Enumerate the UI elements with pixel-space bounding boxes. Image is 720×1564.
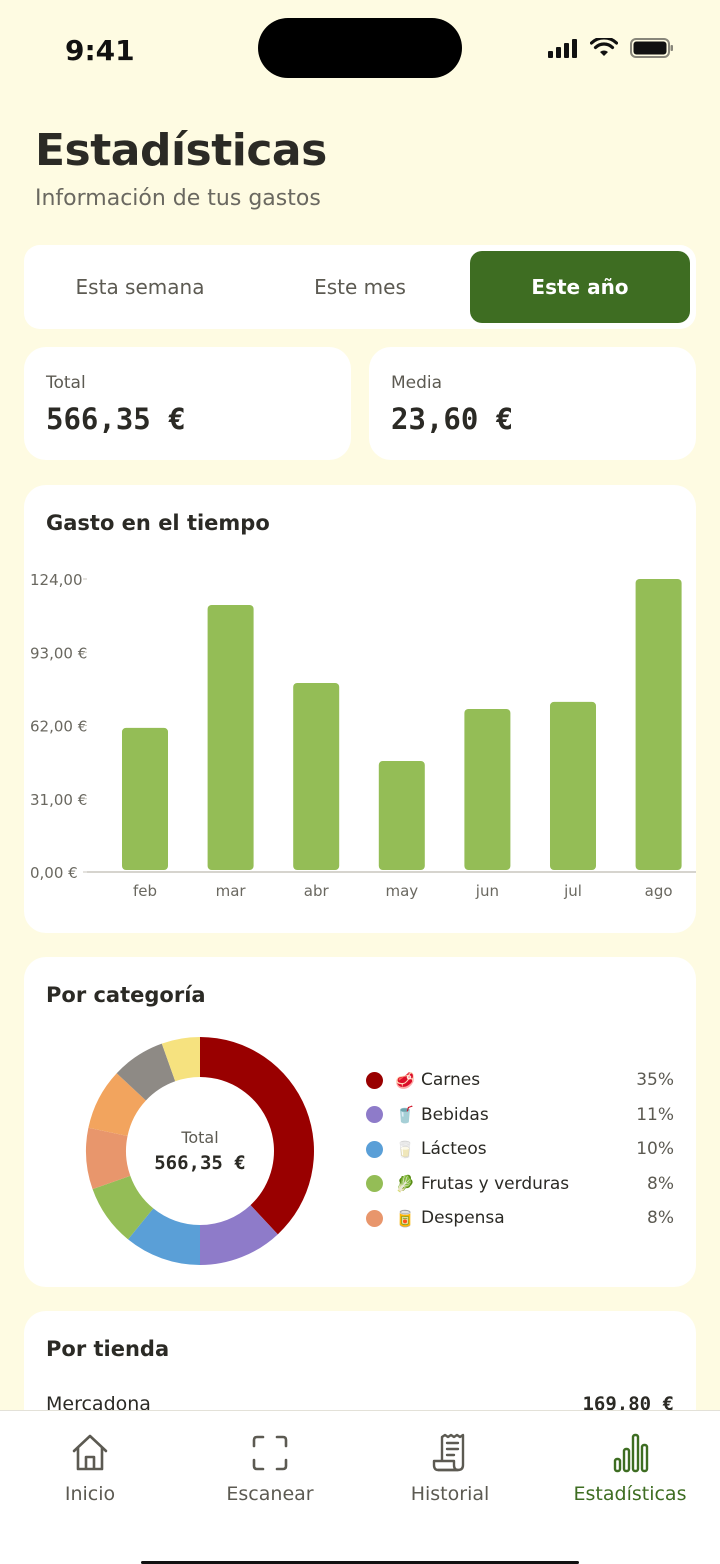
tab-label: Inicio xyxy=(64,1483,116,1505)
status-bar: 9:41 xyxy=(0,0,720,100)
bar-feb[interactable] xyxy=(122,727,168,870)
y-tick-label: 0,00 € xyxy=(30,864,78,882)
y-tick-label: 31,00 € xyxy=(30,791,87,809)
legend-label: Despensa xyxy=(421,1208,505,1229)
status-icons xyxy=(548,38,674,58)
store-amount: 169,80 € xyxy=(582,1393,674,1415)
legend-label: Lácteos xyxy=(421,1139,487,1160)
time-chart-card: Gasto en el tiempo 0,00 € 31,00 € 62,00 € 9… xyxy=(24,485,696,933)
donut-slice-3[interactable] xyxy=(92,1175,154,1240)
legend-percent: 8% xyxy=(647,1173,674,1194)
x-tick-label: jul xyxy=(563,882,582,900)
average-value: 23,60 € xyxy=(391,402,514,436)
x-tick-label: may xyxy=(385,882,418,900)
legend-label: Bebidas xyxy=(421,1104,489,1125)
bar-may[interactable] xyxy=(378,760,425,870)
tab-label: Escanear xyxy=(226,1483,314,1505)
time-chart-title: Gasto en el tiempo xyxy=(46,511,270,535)
drink-icon: 🥤 xyxy=(395,1105,415,1125)
x-tick-label: feb xyxy=(133,882,157,900)
battery-icon xyxy=(630,38,673,58)
bar-jun[interactable] xyxy=(464,708,511,870)
total-card: Total 566,35 € xyxy=(24,347,351,460)
tab-label: Estadísticas xyxy=(573,1483,687,1505)
wifi-icon xyxy=(590,38,618,56)
tab-this-month[interactable]: Este mes xyxy=(314,275,406,299)
tab-this-year[interactable]: Este año xyxy=(470,251,690,323)
tab-historial[interactable]: Historial xyxy=(360,1431,540,1505)
meat-icon: 🥩 xyxy=(395,1070,415,1090)
tab-estadisticas[interactable]: Estadísticas xyxy=(540,1431,720,1505)
legend-dot xyxy=(366,1071,383,1089)
bottom-tab-bar: Inicio Escanear Historial Estadísticas xyxy=(0,1410,720,1564)
average-card: Media 23,60 € xyxy=(369,347,696,460)
period-selector: Esta semana Este mes Este año xyxy=(24,245,696,329)
average-label: Media xyxy=(391,373,443,393)
legend-item-lacteos[interactable]: 🥛 Lácteos 10% xyxy=(366,1132,674,1167)
donut-slice-5[interactable] xyxy=(88,1073,146,1136)
x-tick-label: jun xyxy=(475,882,499,900)
category-card: Por categoría Total 566,35 € 🥩 Carnes 35… xyxy=(24,957,696,1287)
tab-label: Historial xyxy=(410,1483,490,1505)
store-title: Por tienda xyxy=(46,1337,170,1361)
legend-percent: 35% xyxy=(636,1070,674,1091)
y-tick-label: 62,00 € xyxy=(30,718,87,736)
legend-percent: 11% xyxy=(636,1104,674,1125)
legend-percent: 8% xyxy=(647,1208,674,1229)
tab-escanear[interactable]: Escanear xyxy=(180,1431,360,1505)
store-name: Mercadona xyxy=(46,1393,151,1415)
donut-slice-1[interactable] xyxy=(200,1205,278,1265)
donut-slice-6[interactable] xyxy=(116,1043,176,1101)
dynamic-island xyxy=(258,18,462,78)
milk-icon: 🥛 xyxy=(395,1139,415,1159)
legend-item-bebidas[interactable]: 🥤 Bebidas 11% xyxy=(366,1098,674,1133)
bar-chart-icon xyxy=(613,1433,649,1473)
donut-center-label: Total xyxy=(181,1128,219,1147)
total-value: 566,35 € xyxy=(46,402,186,436)
home-indicator xyxy=(141,1561,579,1564)
bar-mar[interactable] xyxy=(207,604,254,870)
page-title: Estadísticas xyxy=(35,125,327,176)
scan-icon xyxy=(252,1435,288,1471)
page-subtitle: Información de tus gastos xyxy=(35,186,321,211)
y-tick-label: 93,00 € xyxy=(30,644,87,662)
x-tick-label: ago xyxy=(645,882,673,900)
x-tick-label: mar xyxy=(216,882,247,900)
tab-inicio[interactable]: Inicio xyxy=(0,1431,180,1505)
legend-dot xyxy=(366,1175,383,1193)
total-label: Total xyxy=(46,373,86,393)
tab-this-week[interactable]: Esta semana xyxy=(75,275,205,299)
status-time: 9:41 xyxy=(65,34,135,67)
legend-item-carnes[interactable]: 🥩 Carnes 35% xyxy=(366,1063,674,1098)
donut-slice-7[interactable] xyxy=(161,1037,200,1082)
store-row[interactable]: Mercadona 169,80 € xyxy=(46,1393,674,1415)
legend-item-despensa[interactable]: 🥫 Despensa 8% xyxy=(366,1201,674,1236)
legend-dot xyxy=(366,1209,383,1227)
donut-center-value: 566,35 € xyxy=(154,1152,246,1174)
legend-percent: 10% xyxy=(636,1139,674,1160)
donut-slice-0[interactable] xyxy=(200,1037,314,1235)
can-icon: 🥫 xyxy=(395,1208,415,1228)
legend-dot xyxy=(366,1106,383,1124)
donut-slice-2[interactable] xyxy=(128,1208,200,1265)
bar-abr[interactable] xyxy=(293,682,340,870)
home-icon xyxy=(72,1434,108,1471)
category-legend: 🥩 Carnes 35% 🥤 Bebidas 11% 🥛 Lácteos 10%… xyxy=(366,1063,674,1236)
x-tick-label: abr xyxy=(304,882,330,900)
signal-icon xyxy=(548,39,577,58)
legend-item-frutas[interactable]: 🥬 Frutas y verduras 8% xyxy=(366,1167,674,1202)
legend-dot xyxy=(366,1140,383,1158)
legend-label: Frutas y verduras xyxy=(421,1173,570,1194)
bar-ago[interactable] xyxy=(635,579,682,870)
receipt-icon xyxy=(432,1433,465,1472)
category-title: Por categoría xyxy=(46,983,206,1007)
donut-chart xyxy=(86,1037,314,1265)
donut-slice-4[interactable] xyxy=(86,1127,131,1190)
vegetable-icon: 🥬 xyxy=(395,1174,415,1194)
y-tick-label: 124,00 xyxy=(30,571,83,589)
bar-chart: 0,00 € 31,00 € 62,00 € 93,00 € 124,00 feb mar a… xyxy=(30,571,696,900)
legend-label: Carnes xyxy=(421,1070,481,1091)
bar-jul[interactable] xyxy=(549,701,596,870)
